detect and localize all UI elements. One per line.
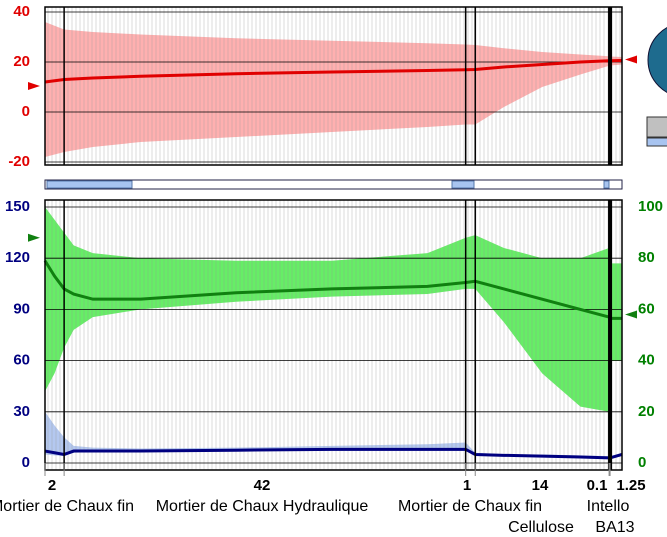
layer-thickness: 1.25 [616,477,645,494]
plot-frame [44,199,623,471]
scroll-strip [44,179,623,190]
layer-name: BA13 [595,519,634,536]
decoration [44,27,667,190]
scroll-segment [46,180,133,189]
layer-thickness: 14 [532,477,549,494]
layer-name: Intello [587,498,630,515]
y-tick-label: 120 [5,249,30,266]
y-tick-label: 90 [13,300,30,317]
y2-tick-label: 0 [638,454,646,471]
boundary-marker [625,55,637,64]
y2-tick-label: 20 [638,403,655,420]
layer-thickness: 2 [48,477,56,494]
layer-name: Mortier de Chaux Hydraulique [156,498,369,515]
y2-tick-label: 60 [638,300,655,317]
boundary-marker [28,82,40,90]
gauge [647,27,667,93]
layer-name: Mortier de Chaux fin [0,498,134,515]
y-tick-label: 20 [13,53,30,70]
scroll-segment [451,180,475,189]
y-tick-label: 30 [13,403,30,420]
y-tick-label: 60 [13,352,30,369]
mean-line [43,259,622,320]
y-tick-label: 0 [22,103,30,120]
y2-tick-label: 80 [638,249,655,266]
boundary-marker [28,233,40,242]
swatch [646,116,667,138]
layer-thickness: 0.1 [587,477,608,494]
layer-thickness: 42 [254,477,271,494]
y-tick-label: 40 [13,3,30,20]
y-tick-label: -20 [8,153,30,170]
y2-tick-label: 100 [638,198,663,215]
swatch [646,137,667,147]
y-tick-label: 150 [5,198,30,215]
boundary-marker [625,310,637,319]
plot-frame [44,6,623,166]
mean-line [44,447,623,460]
range-band [45,22,622,157]
y-tick-label: 0 [22,454,30,471]
layer-name: Cellulose [508,519,574,536]
layer-name: Mortier de Chaux fin [398,498,542,515]
scroll-segment [603,180,610,189]
layer-thickness: 1 [463,477,471,494]
y2-tick-label: 40 [638,352,655,369]
